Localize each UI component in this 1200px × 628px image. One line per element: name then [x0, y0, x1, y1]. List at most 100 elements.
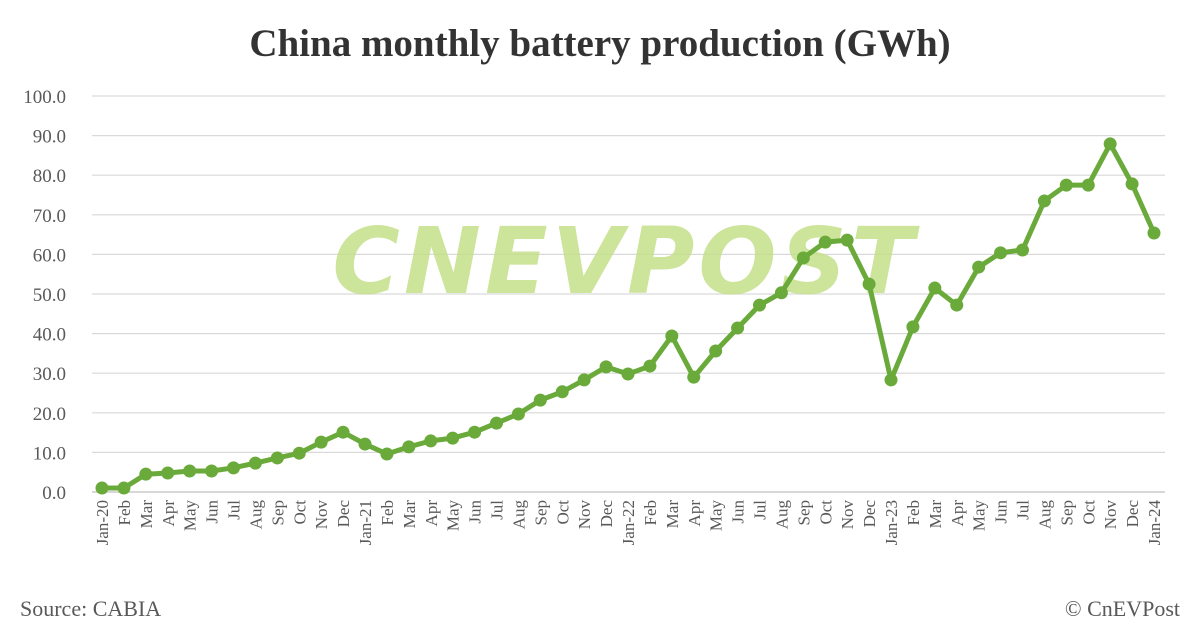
- x-tick-label: Mar: [137, 500, 156, 529]
- data-point: [753, 298, 766, 312]
- data-point: [994, 246, 1008, 260]
- y-tick-label: 60.0: [33, 245, 66, 266]
- data-point: [533, 393, 547, 407]
- data-point: [1147, 226, 1161, 240]
- x-tick-label: Apr: [422, 500, 441, 527]
- x-tick-label: Nov: [575, 500, 594, 530]
- data-point: [862, 277, 876, 291]
- x-tick-label: Oct: [816, 500, 835, 525]
- x-tick-label: May: [707, 500, 726, 532]
- data-point: [380, 447, 394, 461]
- data-point: [270, 451, 284, 465]
- x-tick-label: Feb: [641, 500, 660, 526]
- watermark-logo: CNEVPOST: [332, 208, 919, 315]
- x-tick-label: Jan-21: [356, 500, 375, 545]
- x-tick-label: Aug: [246, 500, 265, 530]
- x-tick-label: Nov: [838, 500, 857, 530]
- y-tick-label: 50.0: [33, 285, 66, 306]
- x-tick-label: Feb: [904, 500, 923, 526]
- data-point: [599, 360, 613, 374]
- x-tick-label: Oct: [553, 500, 572, 525]
- x-tick-label: Jan-24: [1145, 500, 1164, 546]
- data-point: [643, 359, 657, 373]
- source-label: Source: CABIA: [20, 596, 161, 621]
- data-point: [577, 373, 591, 387]
- data-point: [774, 286, 788, 300]
- x-tick-label: Mar: [400, 500, 419, 529]
- data-point: [511, 407, 525, 421]
- data-point: [1103, 137, 1117, 151]
- data-point: [424, 434, 438, 448]
- x-tick-label: Jan-23: [882, 500, 901, 545]
- data-point: [731, 321, 745, 335]
- x-tick-label: May: [181, 500, 200, 532]
- x-tick-label: Jun: [466, 500, 485, 524]
- data-point: [555, 385, 569, 399]
- x-tick-label: May: [970, 500, 989, 532]
- series-line: [102, 141, 1157, 491]
- y-tick-label: 10.0: [33, 443, 66, 464]
- data-point: [906, 320, 920, 334]
- data-point: [709, 344, 723, 358]
- data-point: [468, 425, 482, 439]
- x-tick-label: Sep: [1057, 500, 1076, 526]
- data-point: [139, 467, 153, 481]
- data-point: [1059, 178, 1073, 192]
- x-tick-label: Aug: [772, 500, 791, 530]
- x-tick-label: Jun: [729, 500, 748, 524]
- data-point: [884, 373, 898, 387]
- x-tick-label: Jun: [203, 500, 222, 524]
- x-tick-label: Feb: [378, 500, 397, 526]
- data-point: [205, 464, 219, 478]
- y-tick-label: 80.0: [33, 166, 66, 187]
- x-tick-label: Dec: [334, 500, 353, 528]
- data-point: [446, 431, 460, 445]
- data-point: [248, 456, 262, 470]
- x-tick-label: May: [444, 500, 463, 532]
- data-point: [950, 298, 964, 312]
- data-points: [95, 137, 1161, 495]
- x-tick-label: Aug: [509, 500, 528, 530]
- data-point: [1016, 243, 1029, 257]
- data-point: [796, 251, 810, 265]
- x-tick-label: Aug: [1035, 500, 1054, 530]
- data-point: [1081, 178, 1095, 192]
- data-point: [621, 367, 635, 381]
- x-tick-label: Nov: [312, 500, 331, 530]
- x-tick-label: Jul: [488, 500, 507, 520]
- data-point: [314, 435, 328, 449]
- data-point: [1037, 194, 1051, 208]
- x-tick-label: Nov: [1101, 500, 1120, 530]
- x-tick-label: Jan-22: [619, 500, 638, 545]
- x-tick-label: Mar: [926, 500, 945, 529]
- data-point: [402, 440, 416, 454]
- x-tick-label: Sep: [531, 500, 550, 526]
- copyright-label: © CnEVPost: [1065, 596, 1180, 621]
- x-tick-label: Jul: [225, 500, 244, 520]
- data-point: [490, 416, 503, 430]
- data-point: [117, 481, 131, 495]
- data-point: [1125, 177, 1139, 191]
- data-point: [227, 461, 240, 475]
- data-point: [336, 425, 350, 439]
- y-tick-label: 20.0: [33, 404, 66, 425]
- data-point: [840, 233, 854, 247]
- y-tick-label: 100.0: [23, 87, 66, 108]
- gridlines: [92, 95, 1165, 493]
- x-tick-label: Dec: [860, 500, 879, 528]
- x-tick-label: Dec: [597, 500, 616, 528]
- x-tick-label: Jul: [1014, 500, 1033, 520]
- data-point: [358, 437, 372, 451]
- y-axis-ticks: 0.0 10.0 20.0 30.0 40.0 50.0 60.0 70.0 80.0 90.0 1…: [23, 87, 66, 504]
- y-tick-label: 40.0: [33, 325, 66, 346]
- data-point: [972, 260, 986, 274]
- x-tick-label: Apr: [948, 500, 967, 527]
- x-tick-label: Jan-20: [93, 500, 112, 545]
- data-point: [183, 464, 197, 478]
- data-point: [292, 446, 306, 460]
- y-tick-label: 70.0: [33, 206, 66, 227]
- x-tick-label: Jul: [751, 500, 770, 520]
- x-tick-label: Feb: [115, 500, 134, 526]
- data-point: [928, 281, 942, 295]
